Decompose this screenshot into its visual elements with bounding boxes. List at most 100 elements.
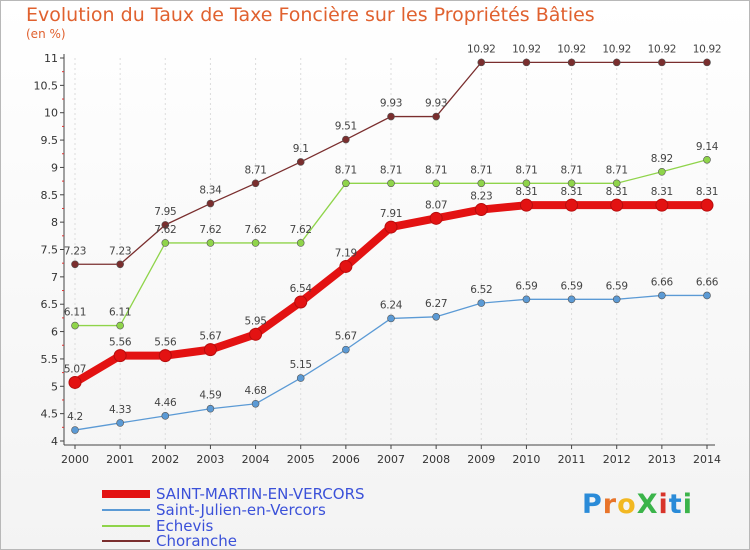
data-label: 7.62 [290,224,312,236]
data-point [612,58,621,67]
data-point [477,299,486,307]
data-label: 5.07 [64,363,86,375]
data-point [384,220,398,234]
data-label: 8.31 [515,186,537,198]
legend-label: SAINT-MARTIN-EN-VERCORS [156,485,365,503]
data-point [612,295,621,304]
logo-letter: i [658,489,669,520]
y-tick-label: 9.5 [41,134,59,147]
data-point [158,349,172,363]
logo-letter: t [668,489,683,520]
data-label: 7.91 [380,208,402,220]
data-label: 4.2 [67,411,83,423]
x-tick-label: 2006 [332,453,360,466]
data-point [519,198,533,212]
data-point [71,321,79,330]
x-tick-label: 2010 [512,453,540,466]
data-label: 5.56 [109,337,132,349]
data-point [296,239,305,247]
data-point [296,158,305,166]
data-label: 6.11 [109,307,131,319]
x-tick-label: 2011 [558,453,586,466]
data-label: 10.92 [693,43,722,55]
y-tick-label: 5 [51,380,58,393]
legend-swatch [102,490,150,498]
y-tick-label: 8.5 [41,189,59,202]
data-label: 9.14 [696,141,719,153]
data-point [206,404,215,413]
data-label: 10.92 [602,43,631,55]
legend-item: Choranche [102,532,237,550]
data-label: 8.71 [335,164,357,176]
data-label: 9.51 [335,121,357,133]
data-label: 8.71 [380,164,402,176]
y-tick-label: 7.5 [41,244,59,257]
data-point [477,58,486,67]
x-tick-label: 2004 [242,453,270,466]
data-point [522,295,531,304]
x-tick-label: 2014 [693,453,721,466]
data-point [116,419,124,427]
data-point [703,58,711,67]
data-label: 7.23 [64,245,86,257]
proxiti-logo: ProXiti [582,489,693,520]
data-label: 4.68 [244,385,266,397]
data-label: 5.67 [199,331,221,343]
data-point [71,426,79,434]
data-label: 10.92 [557,43,586,55]
y-tick-label: 10.5 [34,79,59,92]
data-point [565,198,579,212]
data-label: 8.23 [470,191,492,203]
data-label: 8.92 [651,153,673,165]
data-label: 6.24 [380,299,403,311]
data-point [161,239,170,247]
data-point [71,260,79,269]
data-label: 8.07 [425,199,447,211]
data-label: 8.31 [560,186,582,198]
legend-label: Echevis [156,517,214,535]
x-tick-label: 2002 [151,453,179,466]
y-tick-label: 7 [51,271,58,284]
chart-title: Evolution du Taux de Taxe Foncière sur l… [26,4,595,26]
data-point [251,399,260,408]
data-point [116,260,124,269]
logo-letter: i [682,489,693,520]
data-point [474,203,488,217]
data-point [703,291,711,300]
data-point [249,327,263,341]
data-point [68,375,82,389]
y-tick-label: 10 [44,107,58,120]
logo-letter: o [617,489,637,520]
data-label: 9.93 [380,98,402,110]
data-label: 10.92 [467,43,496,55]
logo-letter: P [582,489,603,520]
data-label: 8.31 [651,186,673,198]
data-label: 10.92 [648,43,677,55]
x-tick-label: 2009 [467,453,495,466]
legend-swatch [102,540,150,542]
data-label: 5.15 [290,359,312,371]
x-tick-label: 2000 [61,453,89,466]
data-point [655,198,669,212]
data-label: 7.62 [154,224,176,236]
data-label: 4.59 [199,390,221,402]
data-point [113,349,127,363]
data-point [522,58,531,67]
data-label: 8.71 [515,164,537,176]
data-label: 5.56 [154,337,177,349]
x-tick-label: 2005 [287,453,315,466]
x-tick-label: 2013 [648,453,676,466]
y-tick-label: 6 [51,326,58,339]
data-point [703,155,711,164]
data-label: 8.71 [470,164,492,176]
data-point [161,221,170,229]
data-label: 7.19 [335,247,357,259]
data-label: 8.71 [606,164,628,176]
data-label: 4.46 [154,397,177,409]
legend-swatch [102,509,150,511]
data-label: 6.66 [696,276,719,288]
data-point [294,295,308,309]
data-point [342,345,350,354]
data-label: 6.59 [515,280,537,292]
data-point [610,198,624,212]
